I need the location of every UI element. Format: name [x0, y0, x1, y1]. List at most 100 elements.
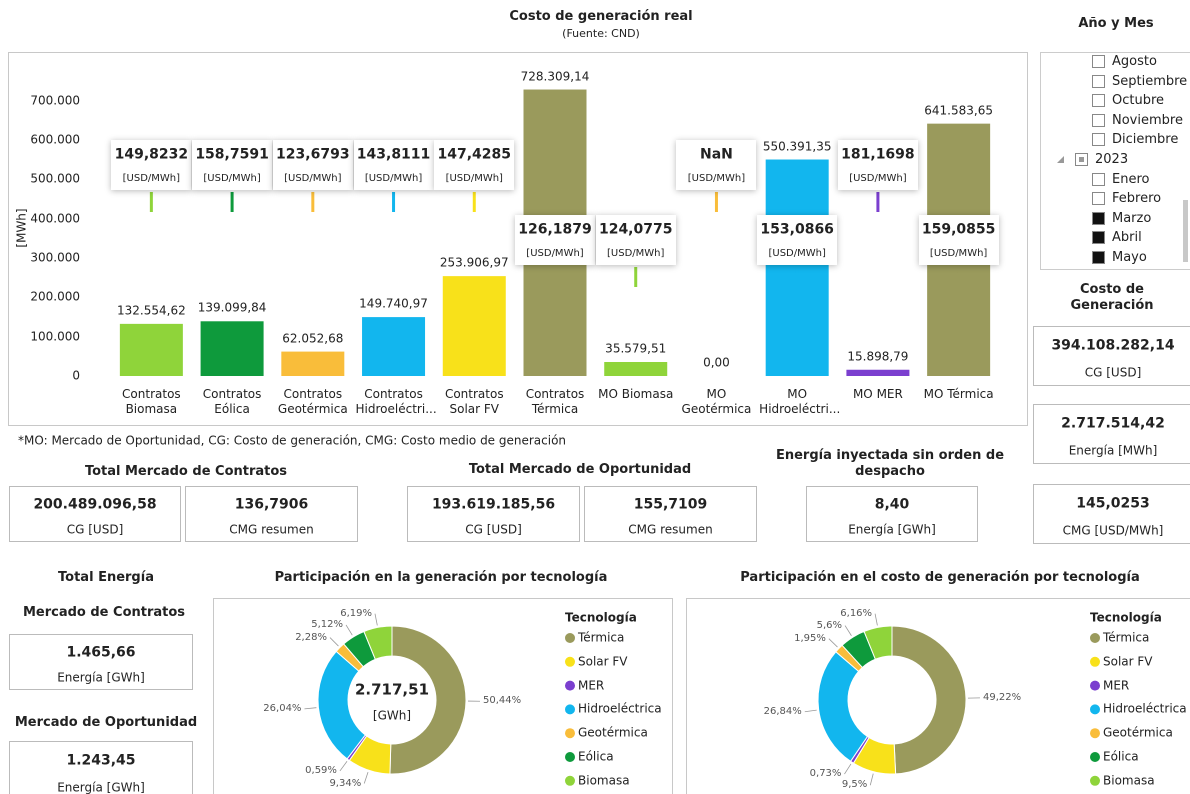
checkbox[interactable] — [1092, 74, 1105, 88]
slicer-item[interactable]: Septiembre — [1112, 73, 1188, 89]
slice-label: 1,95% — [794, 632, 826, 644]
checkbox[interactable] — [1092, 231, 1105, 245]
x-tick-label: Contratos Solar FV — [444, 387, 504, 416]
cmg-value: 159,0855 — [921, 221, 996, 238]
kpi-value: 1.465,66 — [66, 644, 136, 661]
slicer-item[interactable]: Noviembre — [1112, 112, 1183, 128]
leader-line — [844, 763, 852, 775]
cmg-value: 143,8111 — [356, 146, 431, 163]
cmg-unit: [USD/MWh] — [284, 172, 342, 184]
checkbox[interactable] — [1092, 133, 1105, 147]
legend-label: Geotérmica — [1103, 725, 1173, 740]
slice-label: 6,19% — [340, 607, 372, 619]
footnote: *MO: Mercado de Oportunidad, CG: Costo d… — [18, 433, 567, 448]
checkbox[interactable] — [1092, 211, 1105, 225]
kpi-card — [9, 634, 193, 690]
slicer-item[interactable]: Enero — [1112, 171, 1150, 187]
cmg-card — [192, 140, 273, 190]
legend-label: MER — [578, 678, 605, 693]
leader-line — [329, 637, 339, 647]
legend-swatch — [1090, 680, 1100, 691]
legend-label: MER — [1103, 678, 1130, 693]
y-tick-label: 200.000 — [30, 289, 80, 304]
x-tick-label: MO Biomasa — [598, 387, 674, 401]
legend-title: Tecnología — [1090, 610, 1162, 625]
cmg-card — [434, 140, 515, 190]
x-tick-label: Contratos Eólica — [202, 387, 262, 416]
slice-label: 49,22% — [982, 691, 1022, 703]
data-label: 35.579,51 — [605, 341, 667, 356]
cmg-unit: [USD/MWh] — [768, 247, 826, 259]
chart-subtitle: (Fuente: CND) — [562, 27, 640, 41]
kpi-value: 8,40 — [874, 496, 910, 513]
bar — [281, 351, 345, 376]
y-tick-label: 0 — [72, 368, 80, 383]
kpi-value: 200.489.096,58 — [33, 496, 157, 513]
legend-swatch — [565, 656, 575, 667]
kpi-label: CG [USD] — [1084, 365, 1142, 380]
x-tick-label: Contratos Biomasa — [122, 387, 181, 416]
y-tick-label: 600.000 — [30, 132, 80, 147]
kpi-value: 145,0253 — [1076, 495, 1150, 512]
kpi-label: CMG resumen — [628, 522, 713, 537]
data-label: 132.554,62 — [117, 303, 186, 318]
chart-frame — [8, 52, 1028, 426]
slicer-item[interactable]: Agosto — [1112, 53, 1157, 69]
legend-label: Eólica — [578, 749, 614, 764]
legend-label: Hidroeléctrica — [578, 701, 662, 716]
cmg-value: NaN — [700, 146, 733, 163]
slicer-item[interactable]: 2023 — [1095, 151, 1129, 167]
legend-swatch — [1090, 656, 1100, 667]
slicer-title: Año y Mes — [1078, 15, 1154, 31]
slice-label: 26,84% — [763, 705, 802, 717]
data-label: 0,00 — [703, 355, 730, 370]
checkbox[interactable] — [1092, 251, 1105, 264]
slice-label: 2,28% — [295, 631, 327, 643]
checkbox[interactable] — [1092, 55, 1105, 68]
checkbox[interactable] — [1092, 113, 1105, 127]
legend-swatch — [565, 633, 575, 643]
donut-slice — [363, 625, 393, 660]
cmg-value: 126,1879 — [518, 221, 592, 238]
slicer-item[interactable]: Marzo — [1112, 210, 1152, 226]
legend-label: Biomasa — [1103, 773, 1155, 788]
data-label: 728.309,14 — [520, 69, 590, 84]
center-value: 2.717,51 — [354, 680, 430, 699]
slicer-item[interactable]: Diciembre — [1112, 132, 1179, 148]
cmg-unit: [USD/MWh] — [526, 247, 584, 259]
x-tick-label: MO MER — [852, 387, 903, 401]
legend-label: Geotérmica — [578, 725, 648, 740]
section-subtitle: Mercado de Contratos — [22, 604, 186, 620]
kpi-card — [9, 486, 181, 542]
cmg-value: 124,0775 — [598, 221, 673, 238]
section-title: Total Energía — [58, 569, 154, 585]
cmg-value: 147,4285 — [437, 146, 512, 163]
section-subtitle: Mercado de Oportunidad — [14, 714, 198, 730]
slicer-item[interactable]: Febrero — [1112, 191, 1162, 207]
legend-swatch — [1090, 633, 1100, 643]
data-label: 139.099,84 — [197, 300, 267, 315]
legend-swatch — [565, 728, 575, 739]
slicer-item[interactable]: Octubre — [1112, 93, 1165, 109]
legend-swatch — [1090, 704, 1100, 715]
checkbox[interactable] — [1092, 192, 1105, 206]
cmg-card — [272, 140, 353, 190]
cmg-card — [353, 140, 434, 190]
kpi-card — [1033, 484, 1190, 544]
section-title: Total Mercado de Contratos — [84, 463, 288, 479]
x-tick-label: MO Geotérmica — [681, 387, 752, 416]
cmg-card — [757, 215, 838, 265]
kpi-label: Energía [GWh] — [57, 670, 145, 685]
checkbox[interactable] — [1092, 172, 1105, 186]
slicer-item[interactable]: Abril — [1112, 230, 1142, 246]
kpi-card — [806, 486, 978, 542]
data-label: 62.052,68 — [282, 331, 344, 346]
cmg-card — [918, 215, 999, 265]
y-tick-label: 100.000 — [30, 329, 80, 344]
slicer-item[interactable]: Mayo — [1112, 249, 1147, 265]
y-tick-label: 400.000 — [30, 211, 80, 226]
kpi-label: Energía [GWh] — [848, 522, 936, 537]
cmg-unit: [USD/MWh] — [122, 172, 181, 184]
checkbox[interactable] — [1092, 94, 1105, 108]
slicer-box — [1040, 52, 1190, 270]
